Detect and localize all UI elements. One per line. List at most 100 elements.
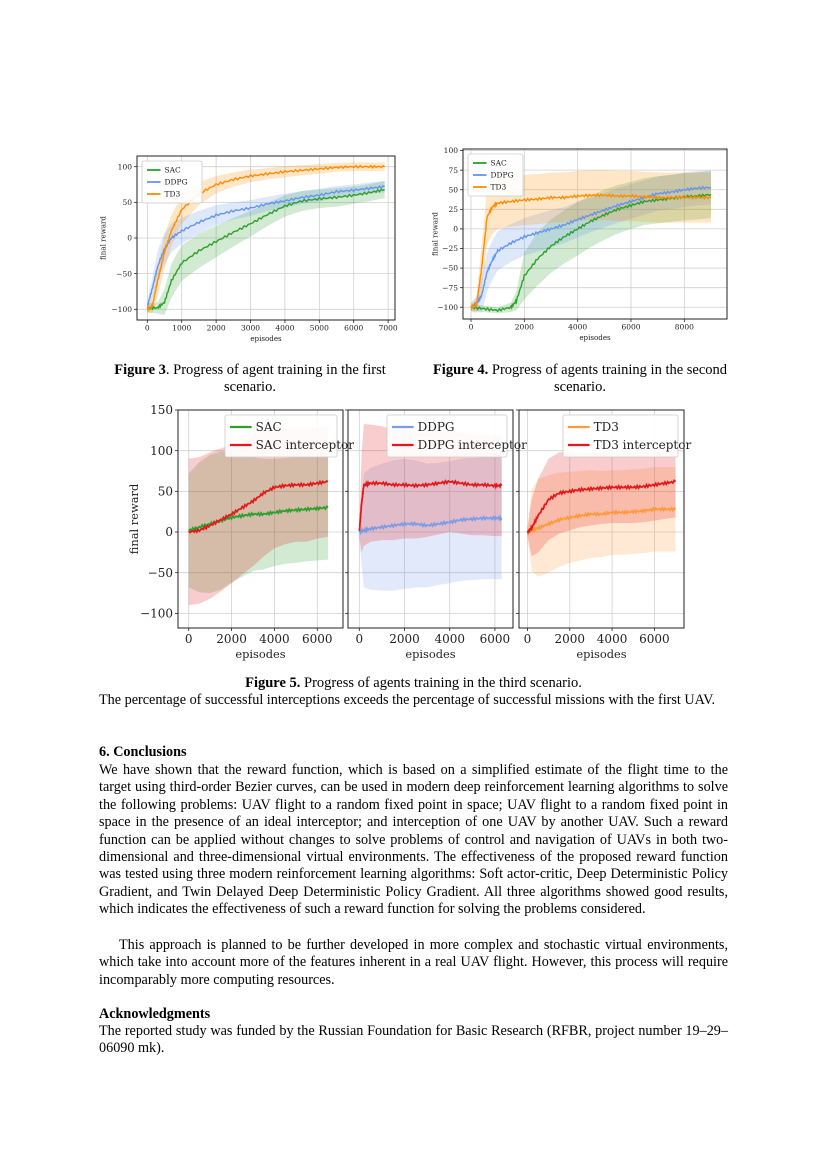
y-tick-label: 100 [150,444,173,458]
y-tick-label: 50 [158,485,173,499]
legend-box [467,153,524,197]
figure-4-chart: 0 2000 4000 6000 8000 −100 −75 −50 −25 0 25 50 75 100… [430,144,730,350]
y-tick-label: −25 [442,244,458,253]
axes-frame [177,409,344,629]
series-line-2 [526,479,677,535]
x-tick-label: 2000 [216,632,247,646]
y-tick-label: −50 [442,264,458,273]
x-tick-label: 0 [355,632,363,646]
legend-box [562,414,679,458]
figure-5-panel-sac-svg: 0 2000 4000 6000 −100 −50 0 50 100 150 episodes fin… [127,404,355,661]
y-tick-label: −50 [116,269,132,278]
x-tick-label: 6000 [302,632,333,646]
y-axis-label: final reward [99,216,108,260]
figure-3-chart: 0 1000 2000 3000 4000 5000 6000 7000 −100 −50 0 50 1… [98,148,403,348]
legend-box [141,160,203,204]
y-tick-label: −100 [111,305,132,314]
y-tick-label: −100 [437,303,458,312]
y-tick-label: 100 [444,146,459,155]
x-tick-label: 4000 [434,632,465,646]
legend-label: SAC interceptor [256,438,355,452]
figure-3-svg: 0 1000 2000 3000 4000 5000 6000 7000 −100 −50 0 50 1… [99,155,398,343]
x-tick-label: 2000 [554,632,585,646]
x-axis-label: episodes [405,647,455,661]
series-line-1 [358,514,503,536]
series-line-3 [470,192,712,311]
x-tick-label: 6000 [621,323,640,332]
legend-box [386,414,508,458]
figure-5-caption: Figure 5. Progress of agents training in… [99,675,728,692]
legend-label: DDPG [491,171,514,180]
x-tick-label: 0 [469,323,474,332]
y-tick-label: 150 [150,404,173,417]
plot-area [188,426,329,606]
acknowledgments-paragraph: The reported study was funded by the Rus… [99,1023,728,1057]
series-band-2 [188,426,328,606]
x-tick-label: 2000 [207,324,226,333]
x-tick-label: 7000 [379,324,398,333]
series-line-1 [526,506,677,536]
acknowledgments-heading: Acknowledgments [99,1006,211,1022]
legend-box [224,414,338,458]
x-tick-label: 5000 [310,324,329,333]
y-tick-label: −75 [442,283,458,292]
x-tick-label: 0 [185,632,193,646]
x-tick-label: 1000 [172,324,191,333]
conclusions-heading: 6. Conclusions [99,744,187,760]
legend-label: DDPG [418,420,455,434]
legend-label: SAC [256,420,282,434]
plot-area [470,170,712,314]
y-tick-label: 0 [453,225,458,234]
series-band-2 [471,170,711,313]
x-tick-label: 4000 [597,632,628,646]
legend-label: TD3 [165,190,181,199]
y-tick-label: −50 [148,566,173,580]
x-tick-label: 6000 [639,632,670,646]
figure-4-svg: 0 2000 4000 6000 8000 −100 −75 −50 −25 0 25 50 75 100… [431,146,728,342]
y-tick-label: 75 [448,166,458,175]
y-tick-label: 0 [127,234,132,243]
x-tick-label: 6000 [344,324,363,333]
legend-label: TD3 [491,183,507,192]
x-axis-label: episodes [235,647,285,661]
series-line-3 [146,164,386,313]
figure-3-caption-text: . Progress of agent training in the firs… [165,362,386,395]
interceptions-paragraph: The percentage of successful interceptio… [99,692,716,708]
x-axis-label: episodes [576,647,626,661]
y-axis-label: final reward [431,212,440,256]
series-band-2 [147,180,385,313]
x-tick-label: 3000 [241,324,260,333]
series-band-1 [471,170,711,314]
y-tick-label: 100 [118,162,133,171]
x-tick-label: 8000 [675,323,694,332]
series-band-2 [527,445,676,557]
axes-frame [518,409,685,629]
figure-5-caption-label: Figure 5. [245,675,301,691]
figure-5-panel-ddpg-svg: 0 2000 4000 6000 episodes DDPG DDPG intercepto… [345,409,527,661]
x-axis-label: episodes [250,334,282,343]
plot-area [146,162,386,316]
y-tick-label: 50 [122,198,132,207]
y-axis-label: final reward [127,484,141,554]
x-tick-label: 4000 [568,323,587,332]
x-tick-label: 4000 [275,324,294,333]
conclusions-paragraph-2: This approach is planned to be further d… [99,937,728,988]
series-band-3 [471,170,711,314]
figure-3-caption-label: Figure 3 [114,362,166,378]
x-tick-label: 2000 [389,632,420,646]
legend-label: TD3 interceptor [594,438,692,452]
axes-frame [347,409,514,629]
figure-5-caption-text: Progress of agents training in the third… [300,675,582,691]
x-tick-label: 0 [524,632,532,646]
conclusions-paragraph-1: We have shown that the reward function, … [99,762,728,918]
legend-label: SAC [491,159,508,168]
y-tick-label: 50 [448,185,458,194]
figure-4-caption-text: Progress of agents training in the secon… [488,362,728,395]
x-axis-label: episodes [579,333,611,342]
y-tick-label: 0 [165,525,173,539]
series-line-2 [146,184,385,306]
figure-5-chart: 0 2000 4000 6000 −100 −50 0 50 100 150 episodes fin… [126,404,696,666]
figure-3-caption: Figure 3. Progress of agent training in … [100,362,400,396]
legend-label: SAC [165,166,182,175]
figure-4-caption: Figure 4. Progress of agents training in… [430,362,730,396]
